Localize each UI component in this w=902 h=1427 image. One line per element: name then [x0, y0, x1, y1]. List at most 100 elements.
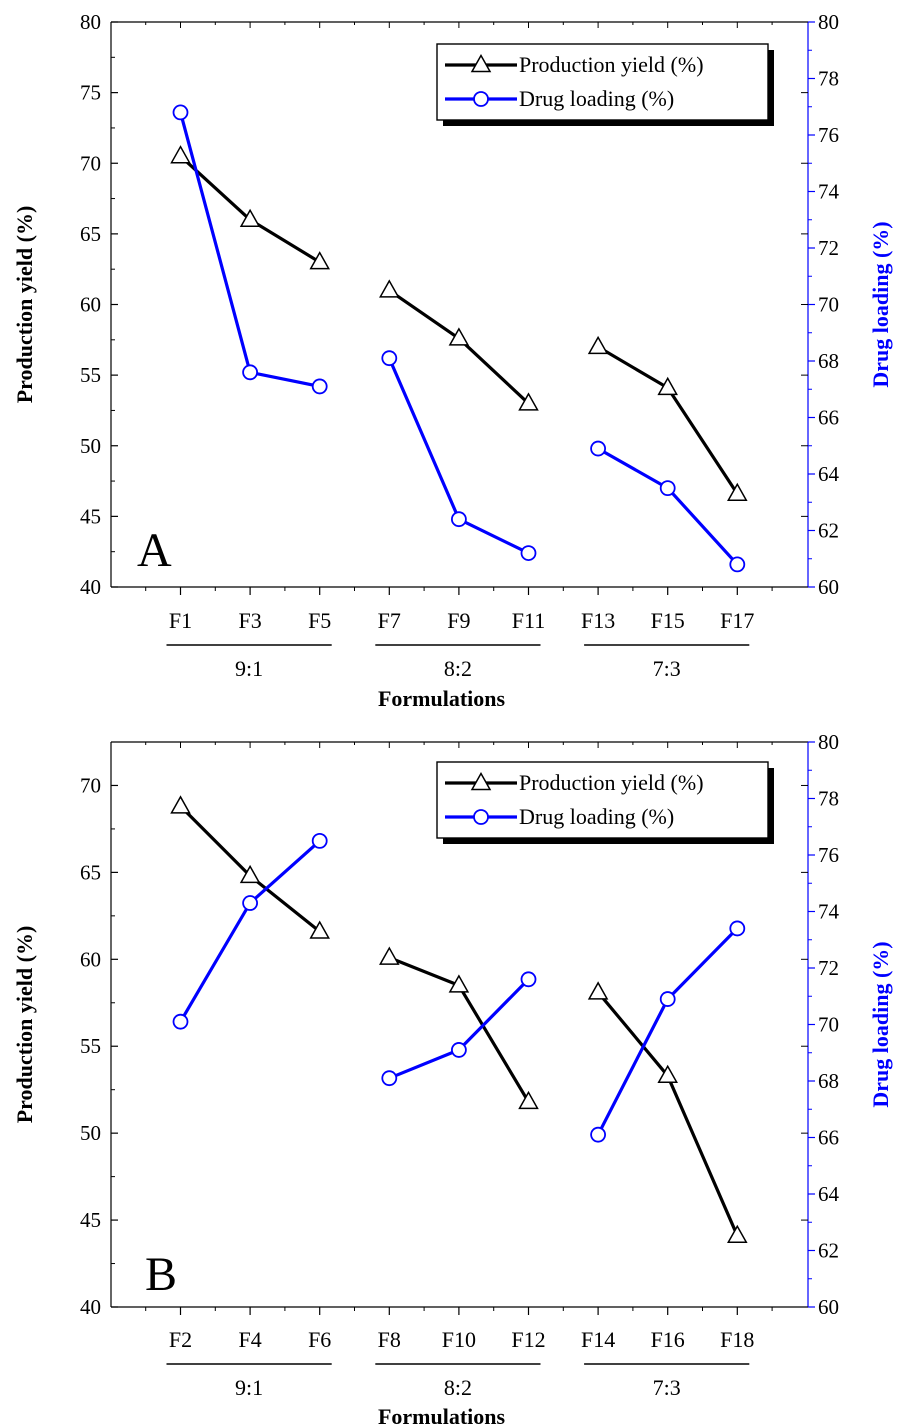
- y-left-tick-label: 60: [80, 293, 101, 317]
- y-right-axis-title: Drug loading (%): [868, 221, 893, 387]
- y-left-tick-label: 60: [80, 947, 101, 971]
- y-left-tick-label: 80: [80, 10, 101, 34]
- y-left-tick-label: 45: [80, 504, 101, 528]
- x-tick-label: F10: [442, 1327, 476, 1352]
- y-left-tick-label: 50: [80, 1121, 101, 1145]
- y-right-tick-label: 70: [818, 1013, 839, 1037]
- y-right-tick-label: 80: [818, 10, 839, 34]
- x-tick-label: F3: [238, 608, 261, 633]
- y-left-tick-label: 45: [80, 1208, 101, 1232]
- production-yield-point: [518, 392, 539, 411]
- production-yield-point: [727, 482, 748, 502]
- legend-circle-marker: [473, 809, 489, 825]
- y-right-tick-label: 78: [818, 787, 839, 811]
- y-left-axis-title: Production yield (%): [12, 206, 37, 404]
- production-yield-point: [657, 376, 678, 396]
- drug-loading-point: [659, 480, 676, 497]
- legend-box: [436, 43, 769, 121]
- group-label: 7:3: [653, 656, 681, 681]
- production-yield-point: [587, 335, 609, 355]
- x-axis-title: Formulations: [378, 686, 506, 711]
- drug-loading-point: [450, 1042, 467, 1058]
- group-label: 8:2: [444, 656, 472, 681]
- y-right-tick-label: 78: [818, 67, 839, 91]
- y-right-axis-title: Drug loading (%): [868, 941, 893, 1107]
- drug-loading-point: [520, 971, 537, 988]
- x-tick-label: F6: [308, 1327, 331, 1352]
- x-tick-label: F14: [581, 1327, 615, 1352]
- panel-b: 40 45 50 55 60 65 70 60 62 64 66 68 70 72 74 76 78 80 F2 F4…: [12, 730, 893, 1427]
- x-tick-label: F8: [378, 1327, 401, 1352]
- group-label: 9:1: [235, 656, 263, 681]
- drug-loading-point: [381, 1070, 398, 1087]
- group-label: 8:2: [444, 1375, 472, 1400]
- y-left-tick-label: 65: [80, 860, 101, 884]
- production-yield-point: [657, 1064, 678, 1084]
- production-yield-point: [170, 145, 191, 164]
- legend-box: [436, 761, 769, 839]
- group-label: 9:1: [235, 1375, 263, 1400]
- x-tick-label: F5: [308, 608, 331, 633]
- drug-loading-point: [590, 440, 606, 457]
- production-yield-point: [239, 208, 261, 227]
- x-tick-label: F4: [238, 1327, 261, 1352]
- x-tick-label: F1: [169, 608, 192, 633]
- y-right-tick-label: 76: [818, 123, 839, 147]
- y-right-tick-label: 64: [818, 462, 840, 486]
- y-right-tick-label: 68: [818, 1069, 839, 1093]
- production-yield-point: [379, 279, 400, 298]
- production-yield-point: [309, 251, 330, 270]
- y-left-tick-label: 50: [80, 434, 101, 458]
- y-left-tick-label: 70: [80, 773, 101, 797]
- y-right-tick-label: 74: [818, 900, 840, 924]
- drug-loading-point: [311, 832, 328, 849]
- drug-loading-point: [729, 920, 746, 937]
- panel-label: B: [145, 1248, 177, 1301]
- production-yield-point: [239, 864, 261, 884]
- x-tick-label: F2: [169, 1327, 192, 1352]
- x-tick-label: F12: [511, 1327, 545, 1352]
- y-right-tick-label: 60: [818, 575, 839, 599]
- x-tick-label: F18: [720, 1327, 754, 1352]
- production-yield-line: [596, 991, 739, 1237]
- drug-loading-line: [596, 927, 739, 1136]
- y-left-tick-label: 55: [80, 363, 101, 387]
- drug-loading-point: [659, 991, 676, 1007]
- drug-loading-point: [729, 556, 746, 573]
- legend-label: Production yield (%): [519, 770, 704, 795]
- production-yield-point: [518, 1090, 539, 1110]
- x-axis-title: Formulations: [378, 1404, 506, 1427]
- y-left-axis-title: Production yield (%): [12, 926, 37, 1124]
- x-tick-label: F9: [447, 608, 470, 633]
- y-right-tick-label: 70: [818, 293, 839, 317]
- drug-loading-point: [311, 378, 328, 395]
- legend-circle-marker: [473, 91, 489, 107]
- drug-loading-point: [172, 104, 189, 121]
- panel-label: A: [137, 524, 172, 577]
- y-right-tick-label: 68: [818, 349, 839, 373]
- x-tick-label: F17: [720, 608, 754, 633]
- y-left-tick-label: 65: [80, 222, 101, 246]
- drug-loading-point: [520, 545, 537, 561]
- y-left-tick-label: 70: [80, 151, 101, 175]
- x-tick-label: F13: [581, 608, 615, 633]
- drug-loading-point: [590, 1126, 606, 1143]
- panel-a: 40 45 50 55 60 65 70 75 80 60 62 64 66 68 70 72 74 76 78 80…: [12, 10, 893, 711]
- y-right-tick-label: 60: [818, 1295, 839, 1319]
- production-yield-point: [448, 327, 470, 346]
- legend-label: Drug loading (%): [519, 86, 674, 111]
- production-yield-point: [448, 974, 470, 993]
- legend-triangle-marker: [470, 771, 492, 791]
- production-yield-point: [587, 981, 609, 1000]
- y-left-tick-label: 40: [80, 1295, 101, 1319]
- production-yield-point: [170, 795, 191, 814]
- x-tick-label: F15: [651, 608, 685, 633]
- drug-loading-point: [381, 350, 398, 367]
- legend-label: Production yield (%): [519, 52, 704, 77]
- drug-loading-line: [597, 447, 739, 566]
- y-right-tick-label: 76: [818, 843, 839, 867]
- y-right-tick-label: 62: [818, 519, 839, 543]
- drug-loading-point: [450, 511, 467, 528]
- group-label: 7:3: [653, 1375, 681, 1400]
